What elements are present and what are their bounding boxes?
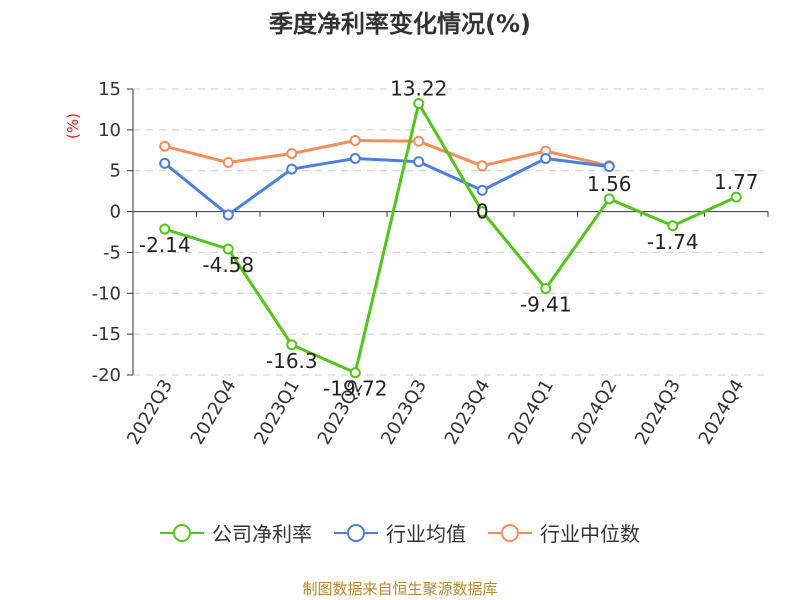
data-labels: -2.14 -4.58 -16.3-19.72 13.22 0 -9.41 1.56 -1.7…: [139, 77, 759, 401]
series-point-0: [540, 282, 552, 294]
x-tick-label: 2024Q1: [504, 376, 558, 448]
legend-item-industry-mean[interactable]: 行业均值: [334, 518, 466, 547]
legend: 公司净利率 行业均值 行业中位数: [0, 518, 800, 547]
series-point-2: [349, 134, 361, 146]
y-axis-title: (%): [64, 113, 82, 139]
series-point-0: [413, 98, 425, 110]
legend-label-industry-median: 行业中位数: [540, 522, 640, 546]
y-tick-label: -20: [92, 365, 121, 386]
legend-label-company: 公司净利率: [212, 522, 312, 546]
series-point-1: [159, 157, 171, 169]
series-line-2: [164, 138, 610, 168]
series-line-0: [164, 102, 737, 375]
series-point-2: [476, 160, 488, 172]
data-label: -19.72: [323, 377, 387, 401]
data-label: 0: [476, 200, 489, 224]
series-point-0: [286, 339, 298, 351]
series-point-1: [413, 156, 425, 168]
legend-label-industry-mean: 行业均值: [386, 522, 466, 546]
series-point-0: [222, 243, 234, 255]
series-line-1: [163, 156, 610, 217]
series-point-0: [159, 223, 171, 235]
y-tick-label: 0: [110, 202, 121, 223]
legend-marker-industry-median: [488, 523, 532, 542]
source-note: 制图数据来自恒生聚源数据库: [302, 580, 498, 598]
grid-lines: [133, 88, 768, 376]
y-tick-label: 5: [110, 161, 121, 182]
chart-title: 季度净利率变化情况(%): [269, 10, 531, 38]
series-point-1: [349, 152, 361, 164]
y-tick-label: -15: [92, 324, 121, 345]
y-tick-label: -10: [92, 283, 121, 304]
series-point-0: [349, 367, 361, 379]
series-point-0: [603, 193, 615, 205]
data-label: -2.14: [139, 233, 191, 257]
series-point-1: [603, 161, 615, 173]
x-tick-label: 2024Q3: [631, 376, 685, 448]
y-tick-label: 15: [98, 79, 121, 100]
x-tick-label: 2024Q4: [695, 376, 749, 448]
series-point-2: [222, 157, 234, 169]
data-label: 1.77: [714, 170, 759, 194]
series-lines: [159, 98, 742, 379]
x-tick-label: 2022Q4: [187, 376, 241, 448]
series-point-1: [222, 209, 234, 221]
series-point-2: [159, 140, 171, 152]
x-tick-label: 2024Q2: [568, 376, 622, 448]
series-point-0: [730, 191, 742, 203]
data-label: 13.22: [390, 77, 447, 101]
x-tick-label: 2022Q3: [123, 376, 177, 448]
data-label: -4.58: [202, 253, 254, 277]
series-point-0: [476, 206, 488, 218]
data-label: -9.41: [520, 292, 572, 316]
series-point-1: [286, 163, 298, 175]
series-point-1: [540, 152, 552, 164]
data-label: 1.56: [587, 172, 632, 196]
legend-item-company[interactable]: 公司净利率: [160, 518, 312, 547]
data-label: -1.74: [647, 230, 699, 254]
x-tick-label: 2023Q4: [441, 376, 495, 448]
data-label: -16.3: [266, 349, 318, 373]
legend-marker-industry-mean: [334, 523, 378, 542]
y-tick-label: -5: [103, 242, 121, 263]
series-point-2: [286, 148, 298, 160]
axes: 15 10 5 0 -5 -10 -15 -20 (%) 2022Q3 2022Q4 2023Q1 20…: [64, 79, 769, 448]
legend-marker-company: [160, 523, 204, 542]
y-tick-label: 10: [98, 120, 121, 141]
x-tick-label: 2023Q1: [250, 376, 304, 448]
series-point-2: [413, 135, 425, 147]
series-point-1: [476, 184, 488, 196]
series-point-0: [667, 220, 679, 232]
legend-item-industry-median[interactable]: 行业中位数: [488, 518, 640, 547]
